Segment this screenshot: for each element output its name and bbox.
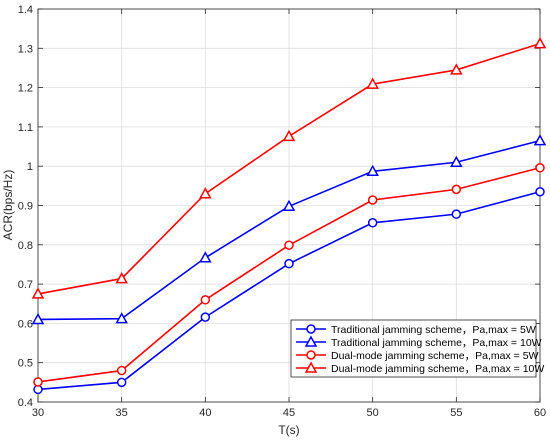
data-point [450,155,463,168]
series-4 [31,37,547,299]
legend-marker [306,324,316,334]
data-point [282,129,296,142]
legend-entry: Traditional jamming scheme，Pa,max = 10W [296,335,542,349]
x-tick-label: 60 [534,407,546,419]
series-1 [33,186,545,395]
legend-label: Traditional jamming scheme，Pa,max = 5W [331,324,536,336]
data-point [367,195,378,205]
y-tick-label: 0.6 [18,318,33,330]
data-point [116,365,127,376]
data-point [535,186,545,197]
x-tick-label: 45 [283,407,295,419]
data-point [450,63,463,75]
legend-marker [306,350,316,360]
data-point [199,187,212,199]
data-point [116,377,127,388]
legend-entry: Dual-mode jamming scheme，Pa,max = 5W [296,350,539,362]
y-tick-label: 0.5 [18,358,33,370]
legend-entry: Dual-mode jamming scheme，Pa,max = 10W [296,361,544,375]
legend-marker [304,361,318,373]
legend-box [290,319,537,378]
y-tick-label: 0.4 [18,397,33,409]
data-point [282,199,296,212]
data-point [366,164,379,177]
data-point [533,134,547,146]
data-point [451,184,462,195]
x-axis-title: T(s) [278,423,299,437]
data-point [31,312,45,325]
legend-label: Traditional jamming scheme，Pa,max = 10W [331,337,542,349]
data-point [535,163,545,173]
x-tick-label: 55 [450,407,462,419]
series-2 [31,134,547,325]
series-layer [31,37,547,395]
data-point [366,77,379,89]
data-point [284,240,294,250]
y-tick-label: 1 [27,161,33,173]
y-tick-label: 0.9 [18,201,33,213]
series-3 [33,163,545,387]
y-tick-label: 1.4 [18,4,33,16]
y-tick-label: 1.1 [18,122,33,134]
data-point [200,312,211,322]
x-tick-label: 35 [116,407,128,419]
data-point [33,377,43,387]
data-point [115,312,128,324]
data-point [367,218,378,228]
legend-label: Dual-mode jamming scheme，Pa,max = 10W [331,363,544,375]
legend: Traditional jamming scheme，Pa,max = 5WTr… [290,319,544,378]
data-point [533,37,547,49]
x-tick-label: 30 [32,407,44,419]
y-tick-label: 0.7 [18,279,33,291]
data-point [284,258,294,269]
y-tick-label: 1.3 [18,43,33,55]
x-tick-label: 50 [367,407,379,419]
y-tick-label: 0.8 [18,240,33,252]
data-point [200,295,211,305]
data-point [31,287,45,299]
legend-label: Dual-mode jamming scheme，Pa,max = 5W [331,350,539,362]
axis-ticks: 30 35 40 45 50 55 60 0.4 0.5 0.6 0.7 0.8 0.9 1 1.1 1.2 1… [18,4,546,419]
data-point [199,251,212,263]
y-tick-label: 1.2 [18,83,33,95]
data-point [115,272,128,284]
legend-entry: Traditional jamming scheme，Pa,max = 5W [296,324,536,336]
legend-marker [304,335,318,347]
x-tick-label: 40 [199,407,211,419]
data-point [451,209,462,219]
y-axis-title: ACR(bps/Hz) [1,170,15,241]
